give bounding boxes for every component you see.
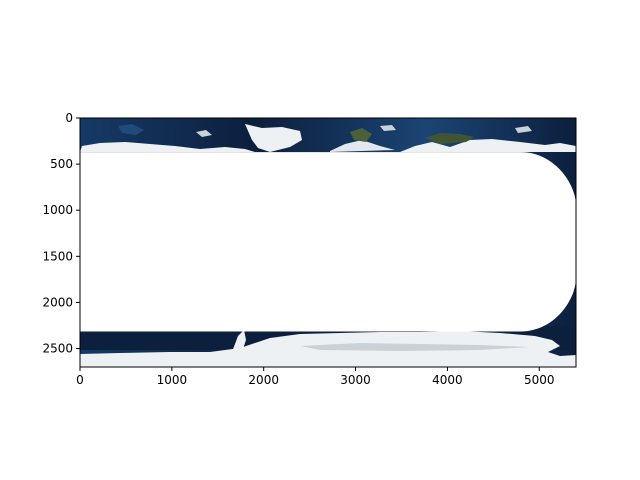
y-tick-label: 0 [65, 111, 73, 125]
antarctica-ice-shadow [300, 343, 530, 351]
x-tick-label: 2000 [248, 373, 279, 387]
x-tick-label: 4000 [432, 373, 463, 387]
x-tick-label: 3000 [340, 373, 371, 387]
y-tick-label: 500 [50, 157, 73, 171]
arctic-ice-right [400, 139, 576, 152]
scandinavia-land [350, 128, 372, 142]
canada-islands [118, 124, 144, 135]
greenland-ice [245, 124, 302, 152]
x-tick-label: 5000 [524, 373, 555, 387]
masked-region [80, 152, 576, 332]
y-tick-label: 2500 [42, 342, 73, 356]
antarctic-peninsula [232, 330, 246, 352]
y-tick-label: 2000 [42, 295, 73, 309]
x-tick-label: 0 [76, 373, 84, 387]
axes-frame [79, 117, 577, 368]
antarctic-region [80, 326, 576, 367]
arctic-ice-mid [330, 140, 395, 152]
y-axis: 0 500 1000 1500 2000 2500 [42, 111, 80, 356]
plot-area [80, 118, 576, 367]
arctic-region [80, 124, 576, 152]
x-axis: 0 1000 2000 3000 4000 5000 [76, 367, 555, 387]
x-tick-label: 1000 [157, 373, 188, 387]
siberia-land [425, 133, 474, 144]
y-tick-label: 1500 [42, 249, 73, 263]
y-tick-label: 1000 [42, 203, 73, 217]
arctic-ice-left [80, 142, 255, 152]
